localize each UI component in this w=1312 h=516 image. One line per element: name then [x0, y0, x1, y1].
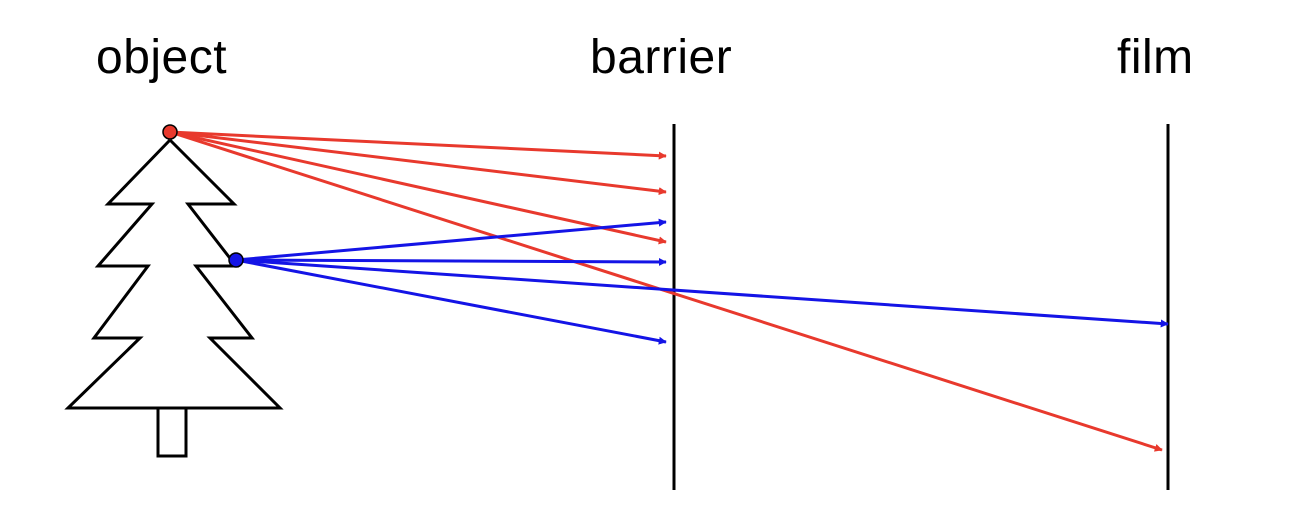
- blue-ray: [235, 257, 667, 266]
- tree-trunk: [156, 408, 188, 458]
- blue-rays: [235, 218, 1169, 345]
- object-label: object: [96, 31, 228, 84]
- tree-outline: [64, 138, 284, 410]
- pine-tree: [64, 138, 284, 458]
- blue-ray: [235, 218, 667, 262]
- red-ray: [169, 130, 667, 245]
- red-ray: [169, 130, 667, 160]
- red-source-point: [162, 124, 178, 140]
- film-label: film: [1117, 31, 1194, 84]
- blue-ray: [235, 258, 667, 345]
- blue-source-point: [228, 252, 244, 268]
- blue-ray: [235, 258, 1169, 328]
- red-ray: [169, 130, 667, 196]
- barrier-label: barrier: [590, 31, 733, 84]
